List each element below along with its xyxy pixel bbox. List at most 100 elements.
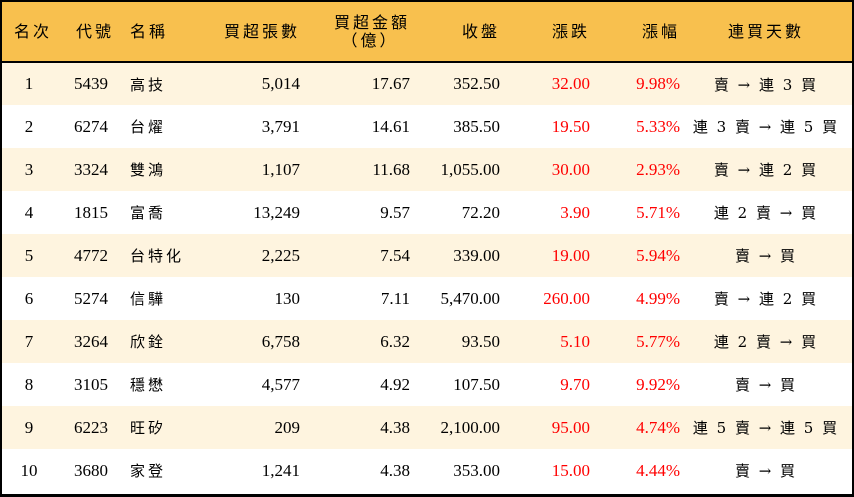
change-pct-cell: 5.77% — [636, 331, 680, 351]
rank-cell: 1 — [24, 74, 34, 93]
stock-name-cell: 高技 — [130, 75, 167, 94]
buy-streak-cell: 賣 → 買 — [734, 462, 798, 480]
stock-code-cell: 3264 — [74, 331, 108, 351]
header-change-pct: 漲幅 — [641, 21, 680, 41]
buy-streak-cell: 連 5 賣 → 連 5 買 — [692, 419, 840, 437]
buy-streak-cell: 賣 → 連 3 買 — [713, 75, 819, 94]
buy-streak-cell: 賣 → 買 — [734, 376, 798, 394]
net-buy-amount-cell: 11.68 — [372, 159, 410, 179]
price-change-cell: 19.50 — [551, 116, 590, 136]
close-price-cell: 352.50 — [453, 74, 500, 93]
close-price-cell: 107.50 — [453, 374, 500, 394]
buy-streak-cell: 賣 → 連 2 買 — [713, 161, 819, 179]
price-change-cell: 9.70 — [560, 374, 590, 394]
stock-code-cell: 5439 — [74, 74, 108, 93]
buy-streak-cell: 連 3 賣 → 連 5 買 — [692, 118, 840, 136]
net-buy-lots-cell: 13,249 — [253, 202, 300, 222]
table-row: 6 5274 信驊 130 7.11 5,470.00 260.00 4.99%… — [2, 277, 852, 320]
table-row: 1 5439 高技 5,014 17.67 352.50 32.00 9.98%… — [2, 62, 852, 105]
stock-name-cell: 欣銓 — [130, 333, 167, 351]
header-net-buy-amount-line1: 買超金額 — [333, 12, 410, 32]
stock-code-cell: 1815 — [74, 202, 108, 222]
close-price-cell: 2,100.00 — [440, 417, 501, 437]
net-buy-lots-cell: 2,225 — [261, 245, 300, 265]
close-price-cell: 93.50 — [461, 331, 500, 351]
table-row: 5 4772 台特化 2,225 7.54 339.00 19.00 5.94%… — [2, 234, 852, 277]
close-price-cell: 72.20 — [461, 202, 500, 222]
net-buy-lots-cell: 5,014 — [261, 74, 300, 93]
stock-name-cell: 台燿 — [130, 118, 167, 136]
header-code: 代號 — [75, 21, 114, 41]
price-change-cell: 3.90 — [560, 202, 590, 222]
rank-cell: 2 — [24, 116, 34, 136]
change-pct-cell: 4.99% — [636, 288, 680, 308]
stock-code-cell: 6274 — [74, 116, 108, 136]
stock-code-cell: 5274 — [74, 288, 108, 308]
stock-code-cell: 6223 — [74, 417, 108, 437]
net-buy-lots-cell: 130 — [274, 288, 301, 308]
net-buy-amount-cell: 4.38 — [380, 417, 410, 437]
header-net-buy-lots: 買超張數 — [223, 21, 300, 41]
table-header-row: 名次 代號 名稱 買超張數 買超金額 （億） 收盤 漲跌 漲幅 連買天數 — [2, 2, 852, 62]
table-row: 3 3324 雙鴻 1,107 11.68 1,055.00 30.00 2.9… — [2, 148, 852, 191]
change-pct-cell: 2.93% — [636, 159, 680, 179]
rank-cell: 4 — [24, 202, 34, 222]
stock-name-cell: 富喬 — [130, 204, 167, 222]
change-pct-cell: 9.98% — [636, 74, 680, 93]
table-row: 7 3264 欣銓 6,758 6.32 93.50 5.10 5.77% 連 … — [2, 320, 852, 363]
table-row: 9 6223 旺矽 209 4.38 2,100.00 95.00 4.74% … — [2, 406, 852, 449]
buy-streak-cell: 連 2 賣 → 買 — [713, 204, 819, 222]
header-net-buy-amount-line2: （億） — [341, 30, 399, 50]
header-rank: 名次 — [13, 21, 52, 41]
close-price-cell: 1,055.00 — [440, 159, 501, 179]
change-pct-cell: 5.33% — [636, 116, 680, 136]
net-buy-amount-cell: 17.67 — [371, 74, 410, 93]
net-buy-amount-cell: 14.61 — [371, 116, 410, 136]
change-pct-cell: 5.71% — [636, 202, 680, 222]
close-price-cell: 353.00 — [453, 460, 500, 480]
net-buy-amount-cell: 7.54 — [380, 245, 410, 265]
net-buy-lots-cell: 6,758 — [261, 331, 300, 351]
net-buy-lots-cell: 1,107 — [261, 159, 300, 179]
buy-streak-cell: 賣 → 買 — [734, 247, 798, 265]
price-change-cell: 15.00 — [551, 460, 590, 480]
stock-name-cell: 家登 — [130, 462, 167, 480]
close-price-cell: 5,470.00 — [440, 288, 501, 308]
price-change-cell: 30.00 — [551, 159, 590, 179]
rank-cell: 9 — [24, 417, 34, 437]
net-buy-lots-cell: 3,791 — [261, 116, 300, 136]
close-price-cell: 385.50 — [453, 116, 500, 136]
change-pct-cell: 4.44% — [636, 460, 680, 480]
price-change-cell: 19.00 — [551, 245, 590, 265]
rank-cell: 3 — [24, 159, 34, 179]
net-buy-amount-cell: 6.32 — [380, 331, 410, 351]
table-row: 10 3680 家登 1,241 4.38 353.00 15.00 4.44%… — [2, 449, 852, 492]
stock-name-cell: 雙鴻 — [130, 161, 167, 179]
header-change: 漲跌 — [551, 21, 590, 41]
stock-code-cell: 4772 — [74, 245, 108, 265]
rank-cell: 8 — [24, 374, 34, 394]
table-row: 8 3105 穩懋 4,577 4.92 107.50 9.70 9.92% 賣… — [2, 363, 852, 406]
stock-name-cell: 台特化 — [130, 247, 185, 265]
rank-cell: 6 — [24, 288, 34, 308]
price-change-cell: 32.00 — [551, 74, 590, 93]
stock-code-cell: 3680 — [74, 460, 108, 480]
price-change-cell: 5.10 — [560, 331, 590, 351]
change-pct-cell: 4.74% — [636, 417, 680, 437]
header-buy-streak: 連買天數 — [727, 21, 804, 41]
header-name: 名稱 — [130, 21, 169, 41]
change-pct-cell: 5.94% — [636, 245, 680, 265]
rank-cell: 5 — [24, 245, 34, 265]
net-buy-lots-cell: 1,241 — [261, 460, 300, 480]
price-change-cell: 95.00 — [551, 417, 590, 437]
stock-name-cell: 信驊 — [130, 290, 167, 308]
net-buy-lots-cell: 4,577 — [261, 374, 300, 394]
price-change-cell: 260.00 — [543, 288, 590, 308]
net-buy-amount-cell: 9.57 — [380, 202, 410, 222]
rank-cell: 7 — [24, 331, 34, 351]
table-row: 2 6274 台燿 3,791 14.61 385.50 19.50 5.33%… — [2, 105, 852, 148]
rank-cell: 10 — [20, 460, 38, 480]
stock-code-cell: 3324 — [74, 159, 108, 179]
